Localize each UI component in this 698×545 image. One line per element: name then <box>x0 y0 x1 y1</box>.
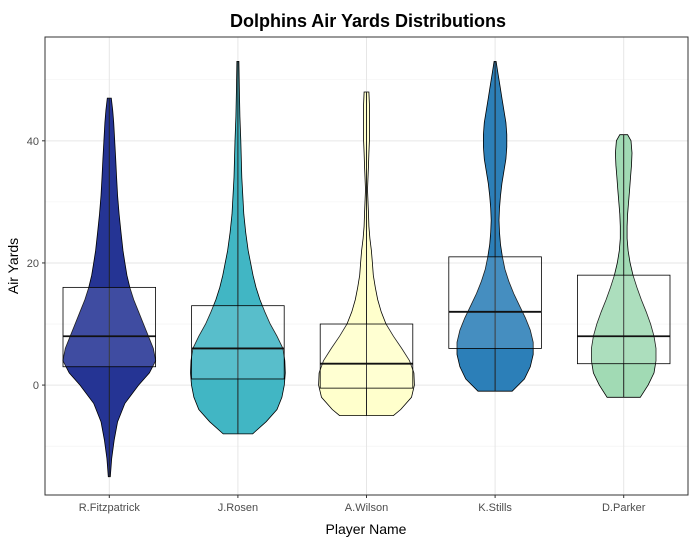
violin-group <box>577 134 671 398</box>
y-tick-label: 40 <box>27 136 39 148</box>
y-tick-label: 0 <box>33 380 39 392</box>
iqr-box <box>448 256 542 349</box>
y-axis-title: Air Yards <box>5 238 21 294</box>
x-axis: R.Fitzpatrick J.Rosen A.Wilson K.Stills D.Pa… <box>79 495 646 514</box>
x-tick-label: D.Parker <box>602 502 646 514</box>
y-axis: 0 20 40 <box>27 136 45 392</box>
violins <box>62 61 671 478</box>
iqr-box <box>191 305 285 380</box>
violin-group <box>448 61 542 392</box>
x-tick-label: K.Stills <box>478 502 512 514</box>
iqr-box <box>577 274 671 365</box>
x-tick-label: J.Rosen <box>218 502 258 514</box>
x-axis-title: Player Name <box>326 521 407 537</box>
violin-group <box>190 61 286 435</box>
chart-title: Dolphins Air Yards Distributions <box>230 11 506 31</box>
iqr-box <box>319 323 414 389</box>
x-tick-label: R.Fitzpatrick <box>79 502 141 514</box>
violin-group <box>318 91 415 416</box>
y-tick-label: 20 <box>27 258 39 270</box>
violin-group <box>62 97 157 478</box>
iqr-box <box>62 286 156 368</box>
x-tick-label: A.Wilson <box>345 502 388 514</box>
